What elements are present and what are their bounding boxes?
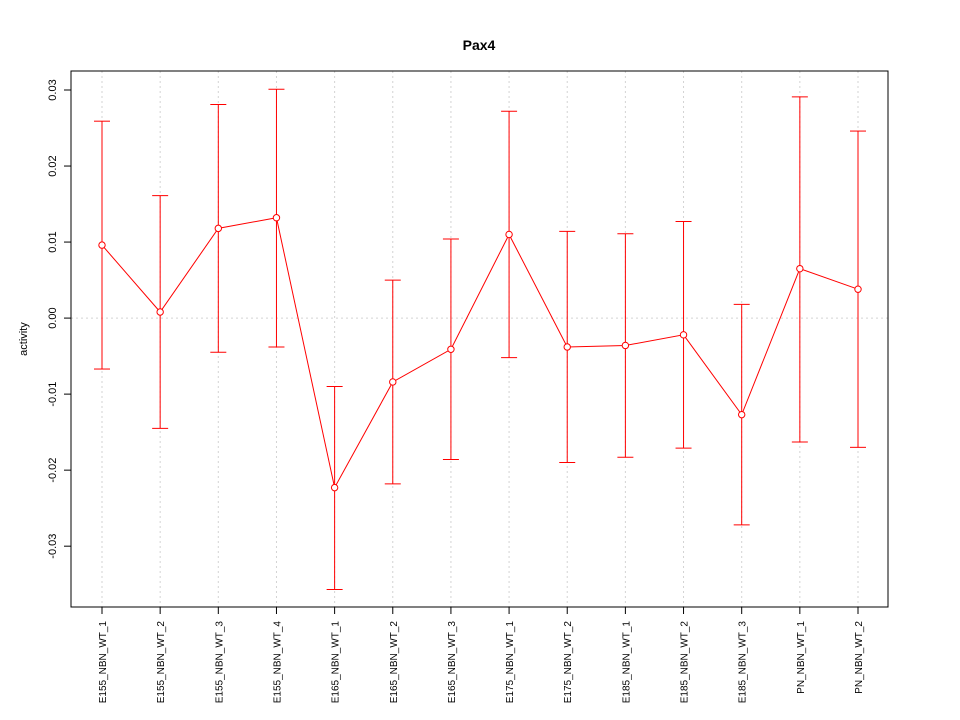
x-tick-label: E165_NBN_WT_2	[389, 621, 400, 704]
data-point	[679, 331, 688, 339]
data-point	[854, 285, 862, 293]
y-tick-label: -0.03	[47, 534, 59, 559]
axes: -0.03 -0.02 -0.01 0.00 0.01 0.02 0.03 E155_NBN_…	[47, 79, 865, 703]
x-tick-label: E185_NBN_WT_1	[621, 621, 632, 704]
x-tick-label: PN_NBN_WT_2	[854, 621, 865, 694]
grid	[71, 71, 888, 607]
y-tick-label: -0.02	[47, 458, 59, 483]
y-tick-label: 0.02	[47, 155, 59, 176]
x-tick-label: E185_NBN_WT_2	[680, 621, 691, 704]
x-tick-label: E175_NBN_WT_2	[563, 621, 574, 704]
data-point	[621, 341, 630, 350]
y-tick-label: 0.00	[47, 307, 59, 328]
x-tick-label: E165_NBN_WT_3	[447, 621, 458, 704]
x-tick-label: E185_NBN_WT_3	[738, 621, 749, 704]
x-tick-label: E155_NBN_WT_1	[98, 621, 109, 704]
x-tick-label: E155_NBN_WT_3	[214, 621, 225, 704]
series-layer	[94, 88, 866, 591]
x-tick-label: E165_NBN_WT_1	[331, 621, 342, 704]
data-point	[389, 378, 397, 386]
plot-frame	[70, 70, 889, 608]
x-tick-label: E155_NBN_WT_4	[272, 621, 283, 704]
x-tick-label: E175_NBN_WT_1	[505, 621, 516, 704]
data-point	[563, 343, 571, 351]
data-point	[737, 410, 746, 419]
data-point	[505, 230, 513, 239]
y-axis-label: activity	[18, 322, 30, 356]
data-point	[796, 264, 804, 273]
y-tick-label: 0.01	[47, 231, 59, 252]
data-point	[156, 308, 164, 316]
x-tick-label: PN_NBN_WT_1	[796, 621, 807, 694]
y-tick-label: 0.03	[47, 79, 59, 100]
data-point	[447, 345, 455, 353]
series-line	[101, 217, 859, 490]
data-point	[272, 214, 281, 222]
chart-title: Pax4	[463, 37, 496, 53]
data-point	[98, 241, 106, 249]
y-tick-label: -0.01	[47, 382, 59, 407]
data-point	[214, 224, 223, 233]
x-tick-label: E155_NBN_WT_2	[156, 621, 167, 704]
data-point	[330, 483, 339, 492]
